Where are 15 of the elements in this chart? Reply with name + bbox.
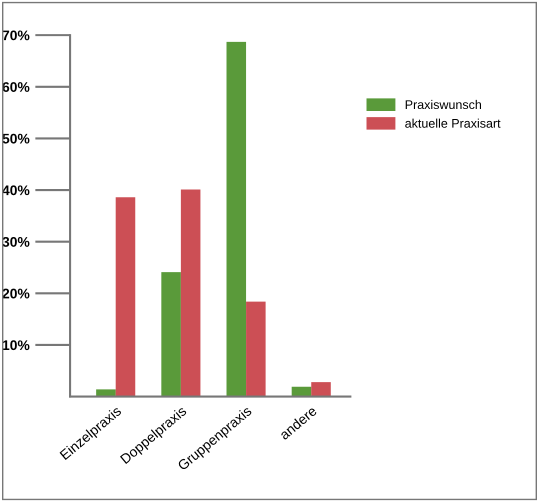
legend-label: Praxiswunsch	[406, 100, 482, 110]
bar	[246, 302, 266, 397]
y-tick-label: 60%	[2, 82, 30, 92]
y-tick-label: 40%	[2, 185, 30, 196]
bar	[311, 382, 331, 397]
bar	[226, 42, 246, 397]
y-tick-label: 20%	[2, 288, 30, 298]
y-tick-label: 30%	[2, 237, 30, 247]
y-tick-label: 70%	[2, 30, 30, 40]
bar	[180, 190, 200, 397]
y-tick-label: 10%	[2, 340, 30, 350]
legend-label: aktuelle Praxisart	[405, 118, 500, 128]
y-tick-label: 50%	[2, 134, 30, 144]
bar	[161, 272, 181, 397]
bar	[116, 197, 136, 397]
